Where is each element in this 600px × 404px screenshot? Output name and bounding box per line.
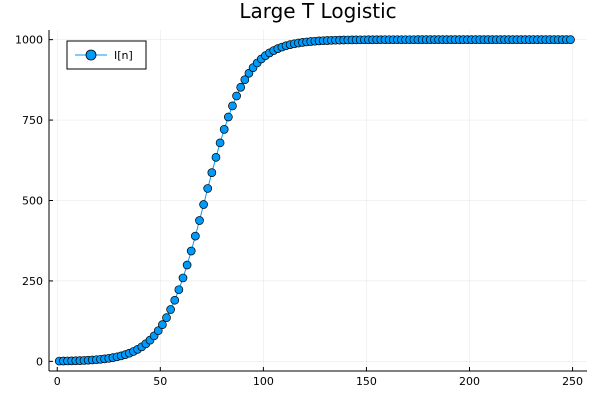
data-point-26 [162,313,171,322]
data-point-44 [236,82,246,92]
x-tick-label: 200 [459,375,480,388]
data-point-35 [199,200,208,209]
data-point-124 [566,35,575,45]
data-point-37 [207,168,217,177]
data-point-34 [195,216,204,225]
x-tick-label: 250 [562,375,583,388]
y-tick-label: 750 [22,114,43,127]
x-tick-label: 0 [54,375,61,388]
data-point-30 [178,273,188,283]
data-point-38 [211,152,221,162]
data-point-40 [219,125,229,134]
y-tick-label: 0 [36,355,43,368]
legend-label-i-n: I[n] [114,49,133,62]
x-tick-label: 50 [153,375,167,388]
data-point-27 [166,305,175,314]
data-point-28 [170,295,180,305]
data-point-41 [223,112,233,122]
x-axis: 0 50 100 150 200 250 [54,367,583,388]
data-point-32 [186,246,196,256]
y-tick-label: 1000 [15,34,43,47]
series-i-n [54,35,575,366]
data-point-24 [153,326,163,336]
data-point-42 [228,101,237,111]
data-point-29 [174,285,184,295]
data-point-36 [203,184,213,193]
data-point-33 [191,231,200,241]
data-point-43 [232,91,241,101]
data-point-39 [215,138,225,148]
data-point-45 [240,75,250,85]
x-tick-label: 150 [356,375,377,388]
chart-title: Large T Logistic [239,0,396,23]
legend-marker-swatch [85,49,97,61]
y-tick-label: 250 [22,275,43,288]
y-axis: 0 250 500 750 1000 [15,34,53,368]
legend: I[n] [66,40,147,70]
y-tick-label: 500 [22,195,43,208]
x-tick-label: 100 [253,375,274,388]
data-point-25 [158,320,167,330]
data-point-31 [182,260,192,270]
